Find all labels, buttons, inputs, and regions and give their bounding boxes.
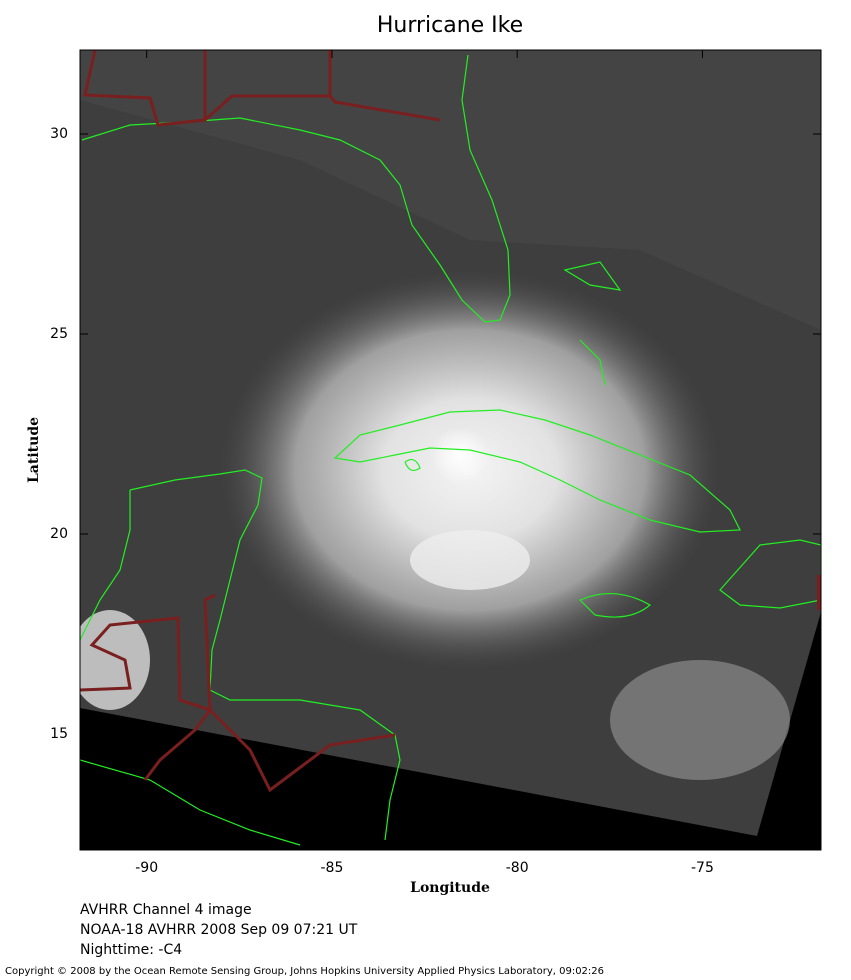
clouds: [610, 660, 790, 780]
x-axis-label: Longitude: [410, 880, 490, 896]
satellite-image: [80, 50, 821, 850]
border: [817, 575, 821, 610]
borders: [80, 50, 441, 793]
clouds: [80, 610, 150, 710]
caption-line: Nighttime: -C4: [80, 942, 182, 958]
cloud-texture: [80, 50, 821, 330]
map-title: Hurricane Ike: [377, 13, 523, 38]
y-tick-label: 15: [50, 726, 68, 742]
coastlines: [80, 54, 821, 846]
x-tick-label: -85: [321, 860, 344, 876]
y-tick-label: 30: [50, 126, 68, 142]
hurricane-eye: [430, 427, 490, 483]
y-tick-label: 25: [50, 326, 68, 342]
x-tick-label: -80: [506, 860, 529, 876]
caption-line: NOAA-18 AVHRR 2008 Sep 09 07:21 UT: [80, 922, 358, 938]
map-frame: [79, 49, 822, 851]
caption-line: AVHRR Channel 4 image: [80, 902, 252, 918]
x-tick-label: -90: [135, 860, 158, 876]
x-tick-label: -75: [691, 860, 714, 876]
y-axis-label: Latitude: [26, 417, 42, 483]
y-tick-label: 20: [50, 526, 68, 542]
copyright: Copyright © 2008 by the Ocean Remote Sen…: [5, 966, 604, 977]
cloud-band: [410, 530, 530, 590]
